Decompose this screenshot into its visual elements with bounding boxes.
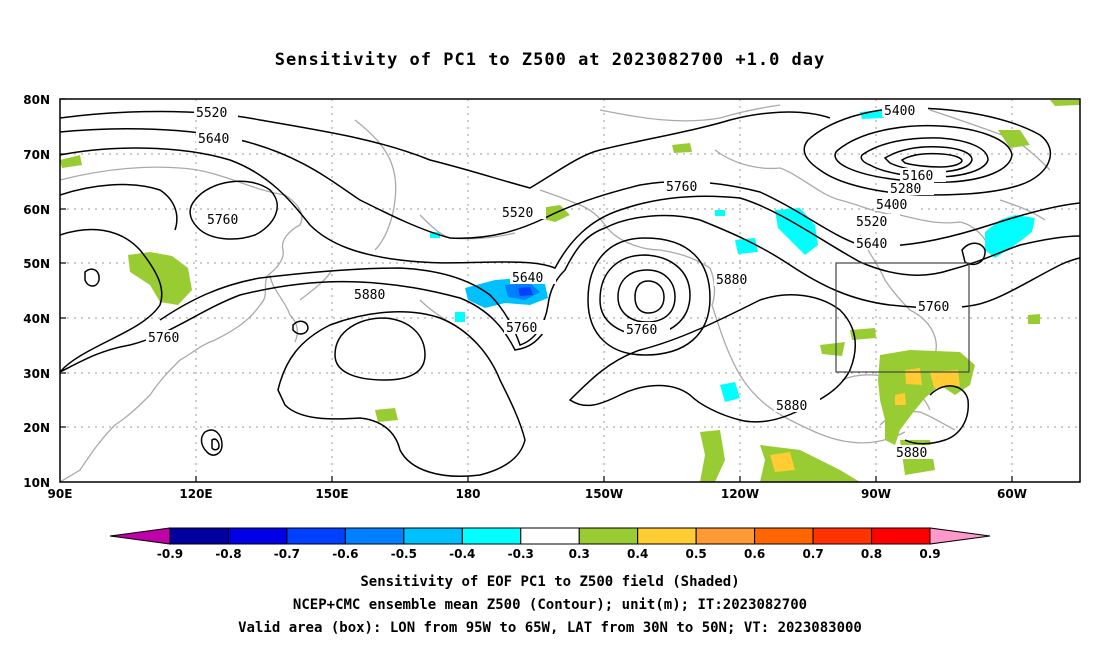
lon-label: 60W	[997, 487, 1027, 501]
tick-marks	[60, 98, 1013, 482]
colorbar-label: -0.5	[391, 547, 417, 561]
lat-label: 40N	[23, 312, 50, 326]
colorbar-labels: -0.9 -0.8 -0.7 -0.6 -0.5 -0.4 -0.3 0.3 0.4 0.5 0.6…	[157, 547, 941, 561]
contour-label: 5520	[502, 206, 533, 221]
lon-label: 120W	[721, 487, 759, 501]
colorbar-label: 0.6	[744, 547, 765, 561]
gridlines	[60, 99, 1080, 482]
contour-label: 5520	[196, 106, 227, 121]
lon-label: 150E	[315, 487, 348, 501]
contour-label: 5640	[198, 132, 229, 147]
colorbar-swatch	[637, 527, 697, 545]
contour-label: 5760	[207, 213, 238, 228]
lat-label: 20N	[23, 421, 50, 435]
lon-label: 180	[455, 487, 480, 501]
contour-label: 5760	[148, 331, 179, 346]
caption-line-3: Valid area (box): LON from 95W to 65W, L…	[238, 620, 862, 636]
colorbar-label: -0.4	[449, 547, 475, 561]
contour-labels: 5520 5640 5760 5400 5160 5280 5400 5520 …	[146, 103, 962, 461]
colorbar-label: -0.7	[274, 547, 300, 561]
colorbar-label: 0.3	[569, 547, 590, 561]
contour-label: 5880	[896, 446, 927, 461]
sensitivity-shading	[60, 100, 1080, 482]
colorbar-label: -0.3	[508, 547, 534, 561]
longitude-labels: 90E 120E 150E 180 150W 120W 90W 60W	[48, 487, 1027, 501]
contour-label: 5760	[666, 180, 697, 195]
lat-label: 30N	[23, 367, 50, 381]
caption-line-1: Sensitivity of EOF PC1 to Z500 field (Sh…	[360, 574, 740, 590]
contour-label: 5640	[512, 271, 543, 286]
contour-label: 5400	[884, 104, 915, 119]
colorbar-label: 0.4	[627, 547, 648, 561]
map-title: Sensitivity of PC1 to Z500 at 2023082700…	[274, 50, 826, 70]
colorbar	[109, 527, 991, 545]
colorbar-swatch	[695, 527, 756, 545]
colorbar-label: 0.7	[802, 547, 823, 561]
contour-label: 5760	[626, 323, 657, 338]
colorbar-label: -0.8	[215, 547, 241, 561]
colorbar-label: -0.6	[332, 547, 358, 561]
colorbar-swatch	[520, 527, 580, 545]
colorbar-swatch	[286, 527, 346, 545]
colorbar-swatch	[344, 527, 405, 545]
colorbar-label: -0.9	[157, 547, 183, 561]
lat-label: 80N	[23, 93, 50, 107]
contour-label: 5520	[856, 215, 887, 230]
colorbar-label: 0.5	[686, 547, 707, 561]
colorbar-arrow-left	[109, 527, 171, 545]
colorbar-arrow-right	[929, 527, 991, 545]
colorbar-swatch	[578, 527, 639, 545]
lon-label: 150W	[585, 487, 623, 501]
colorbar-label: 0.9	[919, 547, 940, 561]
colorbar-swatch	[403, 527, 463, 545]
colorbar-swatch	[169, 527, 229, 545]
contour-label: 5280	[890, 182, 921, 197]
colorbar-swatch	[754, 527, 814, 545]
colorbar-swatch	[871, 527, 931, 545]
colorbar-swatch	[812, 527, 873, 545]
lat-label: 70N	[23, 148, 50, 162]
colorbar-label: 0.8	[861, 547, 882, 561]
lon-label: 120E	[179, 487, 212, 501]
contour-label: 5880	[716, 273, 747, 288]
contour-label: 5880	[354, 288, 385, 303]
lon-label: 90E	[48, 487, 73, 501]
colorbar-swatch	[461, 527, 522, 545]
caption-line-2: NCEP+CMC ensemble mean Z500 (Contour); u…	[292, 597, 808, 613]
lat-label: 60N	[23, 203, 50, 217]
colorbar-swatch	[227, 527, 288, 545]
contour-label: 5160	[902, 169, 933, 184]
lat-label: 50N	[23, 257, 50, 271]
contour-label: 5400	[876, 198, 907, 213]
lon-label: 90W	[861, 487, 891, 501]
contour-label: 5760	[506, 321, 537, 336]
lat-label: 10N	[23, 476, 50, 490]
contour-label: 5760	[918, 300, 949, 315]
contour-label: 5880	[776, 399, 807, 414]
valid-area-box	[835, 262, 970, 373]
map-frame	[59, 98, 1081, 483]
latitude-labels: 80N 70N 60N 50N 40N 30N 20N 10N	[23, 93, 50, 490]
contour-label: 5640	[856, 237, 887, 252]
